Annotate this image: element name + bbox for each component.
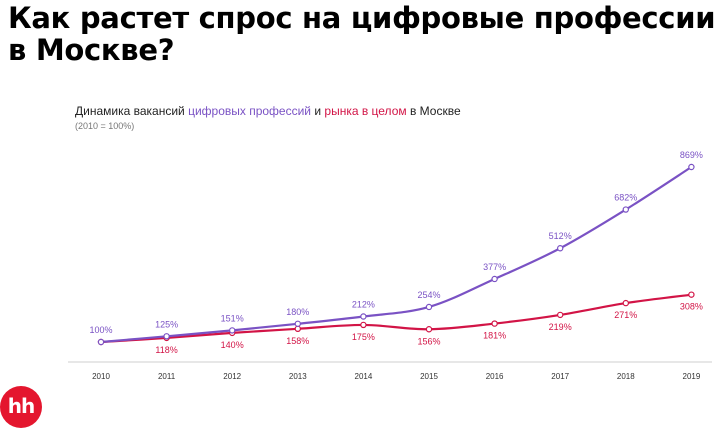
subtitle-digital: цифровых профессий	[188, 104, 312, 118]
x-tick-label: 2010	[92, 372, 110, 381]
digital-data-point	[97, 338, 105, 346]
x-tick-label: 2019	[683, 372, 701, 381]
digital-data-point	[622, 206, 630, 213]
digital-data-label: 151%	[221, 313, 244, 323]
digital-data-label: 212%	[352, 300, 375, 310]
digital-data-point	[163, 333, 170, 340]
chart-note: (2010 = 100%)	[75, 121, 135, 131]
digital-data-point	[557, 245, 564, 252]
market-data-label: 181%	[483, 331, 506, 341]
market-data-label: 175%	[352, 332, 375, 342]
digital-data-label: 682%	[614, 193, 637, 203]
digital-data-label: 180%	[286, 307, 309, 317]
x-tick-label: 2018	[617, 372, 635, 381]
market-data-label: 158%	[286, 336, 309, 346]
market-data-label: 219%	[549, 322, 572, 332]
market-data-label: 156%	[417, 336, 440, 346]
digital-data-point	[294, 320, 301, 327]
market-data-point	[491, 320, 498, 327]
digital-data-point	[688, 163, 695, 171]
hh-logo: hh	[0, 386, 42, 428]
digital-data-label: 512%	[549, 231, 572, 241]
x-tick-label: 2014	[355, 372, 373, 381]
chart-subtitle: Динамика вакансий цифровых профессий и р…	[75, 104, 461, 118]
market-data-point	[557, 311, 564, 319]
digital-series-line	[99, 165, 693, 344]
digital-data-point	[491, 275, 498, 283]
x-tick-label: 2013	[289, 372, 307, 381]
digital-data-label: 125%	[155, 319, 178, 329]
digital-data-label: 254%	[417, 290, 440, 300]
subtitle-part-2: и	[311, 104, 325, 118]
digital-data-point	[228, 327, 236, 334]
market-data-point	[688, 291, 695, 298]
subtitle-part-3: в Москве	[406, 104, 461, 118]
x-tick-label: 2011	[158, 372, 176, 381]
headline: Как растет спрос на цифровые профессии в…	[8, 1, 716, 67]
x-tick-label: 2012	[223, 372, 241, 381]
market-data-point	[425, 326, 433, 333]
digital-data-label: 100%	[89, 325, 112, 335]
subtitle-market: рынка в целом	[324, 104, 407, 118]
x-tick-label: 2015	[420, 372, 438, 381]
market-data-label: 308%	[680, 302, 703, 312]
market-data-point	[360, 321, 367, 329]
market-data-label: 118%	[155, 345, 177, 355]
market-series-line	[99, 293, 693, 344]
digital-data-point	[425, 303, 433, 311]
market-data-label: 140%	[221, 340, 244, 350]
digital-data-point	[360, 313, 367, 320]
digital-data-label: 869%	[680, 150, 703, 160]
market-data-point	[622, 299, 630, 307]
x-tick-label: 2017	[551, 372, 569, 381]
subtitle-part-1: Динамика вакансий	[75, 104, 189, 118]
digital-data-label: 377%	[483, 262, 506, 272]
market-data-label: 271%	[614, 310, 637, 320]
x-tick-label: 2016	[486, 372, 504, 381]
